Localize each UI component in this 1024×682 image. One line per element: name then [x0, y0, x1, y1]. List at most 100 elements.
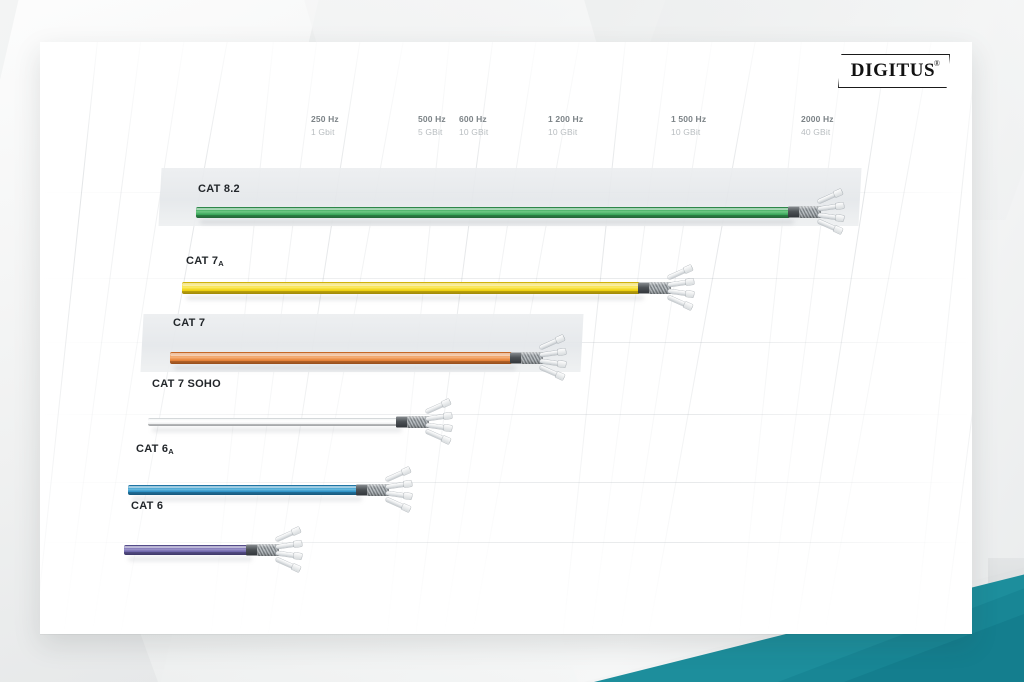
scale-tick-datarate: 10 GBit: [671, 127, 701, 137]
scale-tick-datarate: 40 GBit: [801, 127, 831, 137]
twisted-pair-tip: [683, 264, 693, 274]
twisted-pair-tip: [403, 480, 413, 488]
scale-tick-4: 1 200 Hz 10 GBit: [548, 114, 583, 137]
cable-drop-shadow: [200, 219, 794, 224]
digitus-logo: DIGITUS ®: [838, 54, 950, 88]
twisted-pair-tip: [441, 398, 451, 408]
cable-sheath: [128, 485, 358, 495]
cable-connector-6: [246, 526, 308, 573]
cable-drop-shadow: [174, 366, 516, 370]
cable-row-3[interactable]: CAT 7: [40, 314, 972, 381]
cable-body-5[interactable]: [128, 485, 358, 495]
twisted-pair-tip: [557, 348, 567, 356]
grid-line-horizontal: [40, 482, 972, 483]
twisted-pair-wire-2: [817, 202, 845, 211]
cable-row-2[interactable]: CAT 7A: [40, 248, 972, 311]
twisted-pair-tip: [443, 424, 453, 432]
cable-shield-braid: [521, 352, 543, 364]
twisted-pair-wire-4: [539, 365, 565, 381]
scale-tick-6: 2000 Hz 40 GBit: [801, 114, 834, 137]
cable-drop-shadow: [152, 428, 402, 432]
scale-tick-datarate: 10 GBit: [548, 127, 578, 137]
cable-label-1: CAT 8.2: [198, 183, 240, 195]
cable-label-3: CAT 7: [173, 317, 205, 329]
scale-tick-3: 600 Hz 10 GBit: [459, 114, 488, 137]
cable-connector-3: [510, 334, 572, 381]
cable-body-2[interactable]: [182, 282, 640, 294]
cable-label-6: CAT 6: [131, 500, 163, 512]
cable-body-1[interactable]: [196, 206, 790, 218]
twisted-pair-tip: [441, 435, 451, 445]
scale-tick-frequency: 2000 Hz: [801, 114, 834, 124]
cable-sheath: [170, 352, 512, 364]
cable-shield-braid: [799, 206, 821, 218]
cable-ferrule: [246, 544, 259, 556]
cable-highlight: [196, 207, 790, 211]
twisted-pair-wire-2: [667, 278, 695, 287]
twisted-pair-tip: [835, 202, 845, 210]
twisted-pair-wire-1: [667, 264, 693, 280]
cable-label-text: CAT 7: [173, 317, 206, 329]
scale-tick-frequency: 600 Hz: [459, 114, 487, 124]
cable-underside-shading: [170, 360, 512, 364]
twisted-pair-tip: [293, 540, 303, 548]
cable-ferrule: [396, 416, 409, 428]
cable-body-6[interactable]: [124, 545, 248, 555]
grid-line-horizontal: [40, 414, 972, 415]
scale-tick-frequency: 1 200 Hz: [548, 114, 584, 124]
scale-tick-1: 250 Hz 1 Gbit: [311, 114, 339, 137]
twisted-pair-wire-2: [425, 412, 453, 421]
cable-ferrule: [638, 282, 651, 294]
twisted-pair-wire-4: [275, 557, 301, 573]
cable-label-5: CAT 6A: [136, 443, 174, 456]
cable-shield-braid: [649, 282, 671, 294]
cable-connector-4: [396, 398, 458, 445]
twisted-pair-tip: [835, 214, 845, 222]
twisted-pair-tip: [683, 301, 693, 311]
cable-underside-shading: [182, 290, 640, 294]
cable-drop-shadow: [186, 296, 644, 300]
cable-sheath: [124, 545, 248, 555]
twisted-pair-tip: [833, 225, 843, 235]
cable-shield-braid: [407, 416, 429, 428]
twisted-pair-tip: [685, 278, 695, 286]
cable-ferrule: [510, 352, 523, 364]
cable-label-text: CAT 7: [186, 255, 219, 267]
cable-row-1[interactable]: CAT 8.2: [40, 168, 972, 235]
scale-tick-2: 500 Hz 5 GBit: [418, 114, 446, 137]
cable-shield-braid: [367, 484, 389, 496]
cable-label-text: CAT 6: [131, 500, 164, 512]
scale-tick-datarate: 5 GBit: [418, 127, 443, 137]
cable-row-5[interactable]: CAT 6A: [40, 443, 972, 513]
twisted-pair-tip: [401, 466, 411, 476]
cable-label-4: CAT 7 SOHO: [152, 378, 221, 390]
infographic-card: DIGITUS ® 250 Hz 1 Gbit 500 Hz 5 GBit 600 Hz…: [40, 42, 972, 634]
cable-underside-shading: [196, 214, 790, 218]
twisted-pair-tip: [443, 412, 453, 420]
twisted-pair-wire-1: [425, 398, 451, 414]
twisted-pair-tip: [291, 526, 301, 536]
cable-row-6[interactable]: CAT 6: [40, 500, 972, 573]
cable-label-text: CAT 7 SOHO: [152, 378, 221, 390]
twisted-pair-wire-2: [385, 480, 413, 489]
cable-highlight: [124, 546, 248, 549]
cable-body-3[interactable]: [170, 352, 512, 364]
cable-underside-shading: [124, 552, 248, 555]
cable-ferrule: [356, 484, 369, 496]
logo-wordmark: DIGITUS: [850, 60, 936, 81]
twisted-pair-tip: [685, 290, 695, 298]
cable-connector-1: [788, 188, 850, 235]
scale-tick-frequency: 1 500 Hz: [671, 114, 707, 124]
logo-frame: DIGITUS ®: [838, 54, 950, 88]
cable-body-4[interactable]: [148, 418, 398, 426]
scale-tick-frequency: 250 Hz: [311, 114, 339, 124]
cable-label-text: CAT 6: [136, 443, 169, 455]
cable-label-2: CAT 7A: [186, 255, 224, 268]
grid-line-horizontal: [40, 278, 972, 279]
cable-highlight: [182, 283, 640, 287]
cable-connector-2: [638, 264, 700, 311]
cable-underside-shading: [128, 492, 358, 495]
cable-row-4[interactable]: CAT 7 SOHO: [40, 378, 972, 445]
cable-sheath: [148, 418, 398, 426]
